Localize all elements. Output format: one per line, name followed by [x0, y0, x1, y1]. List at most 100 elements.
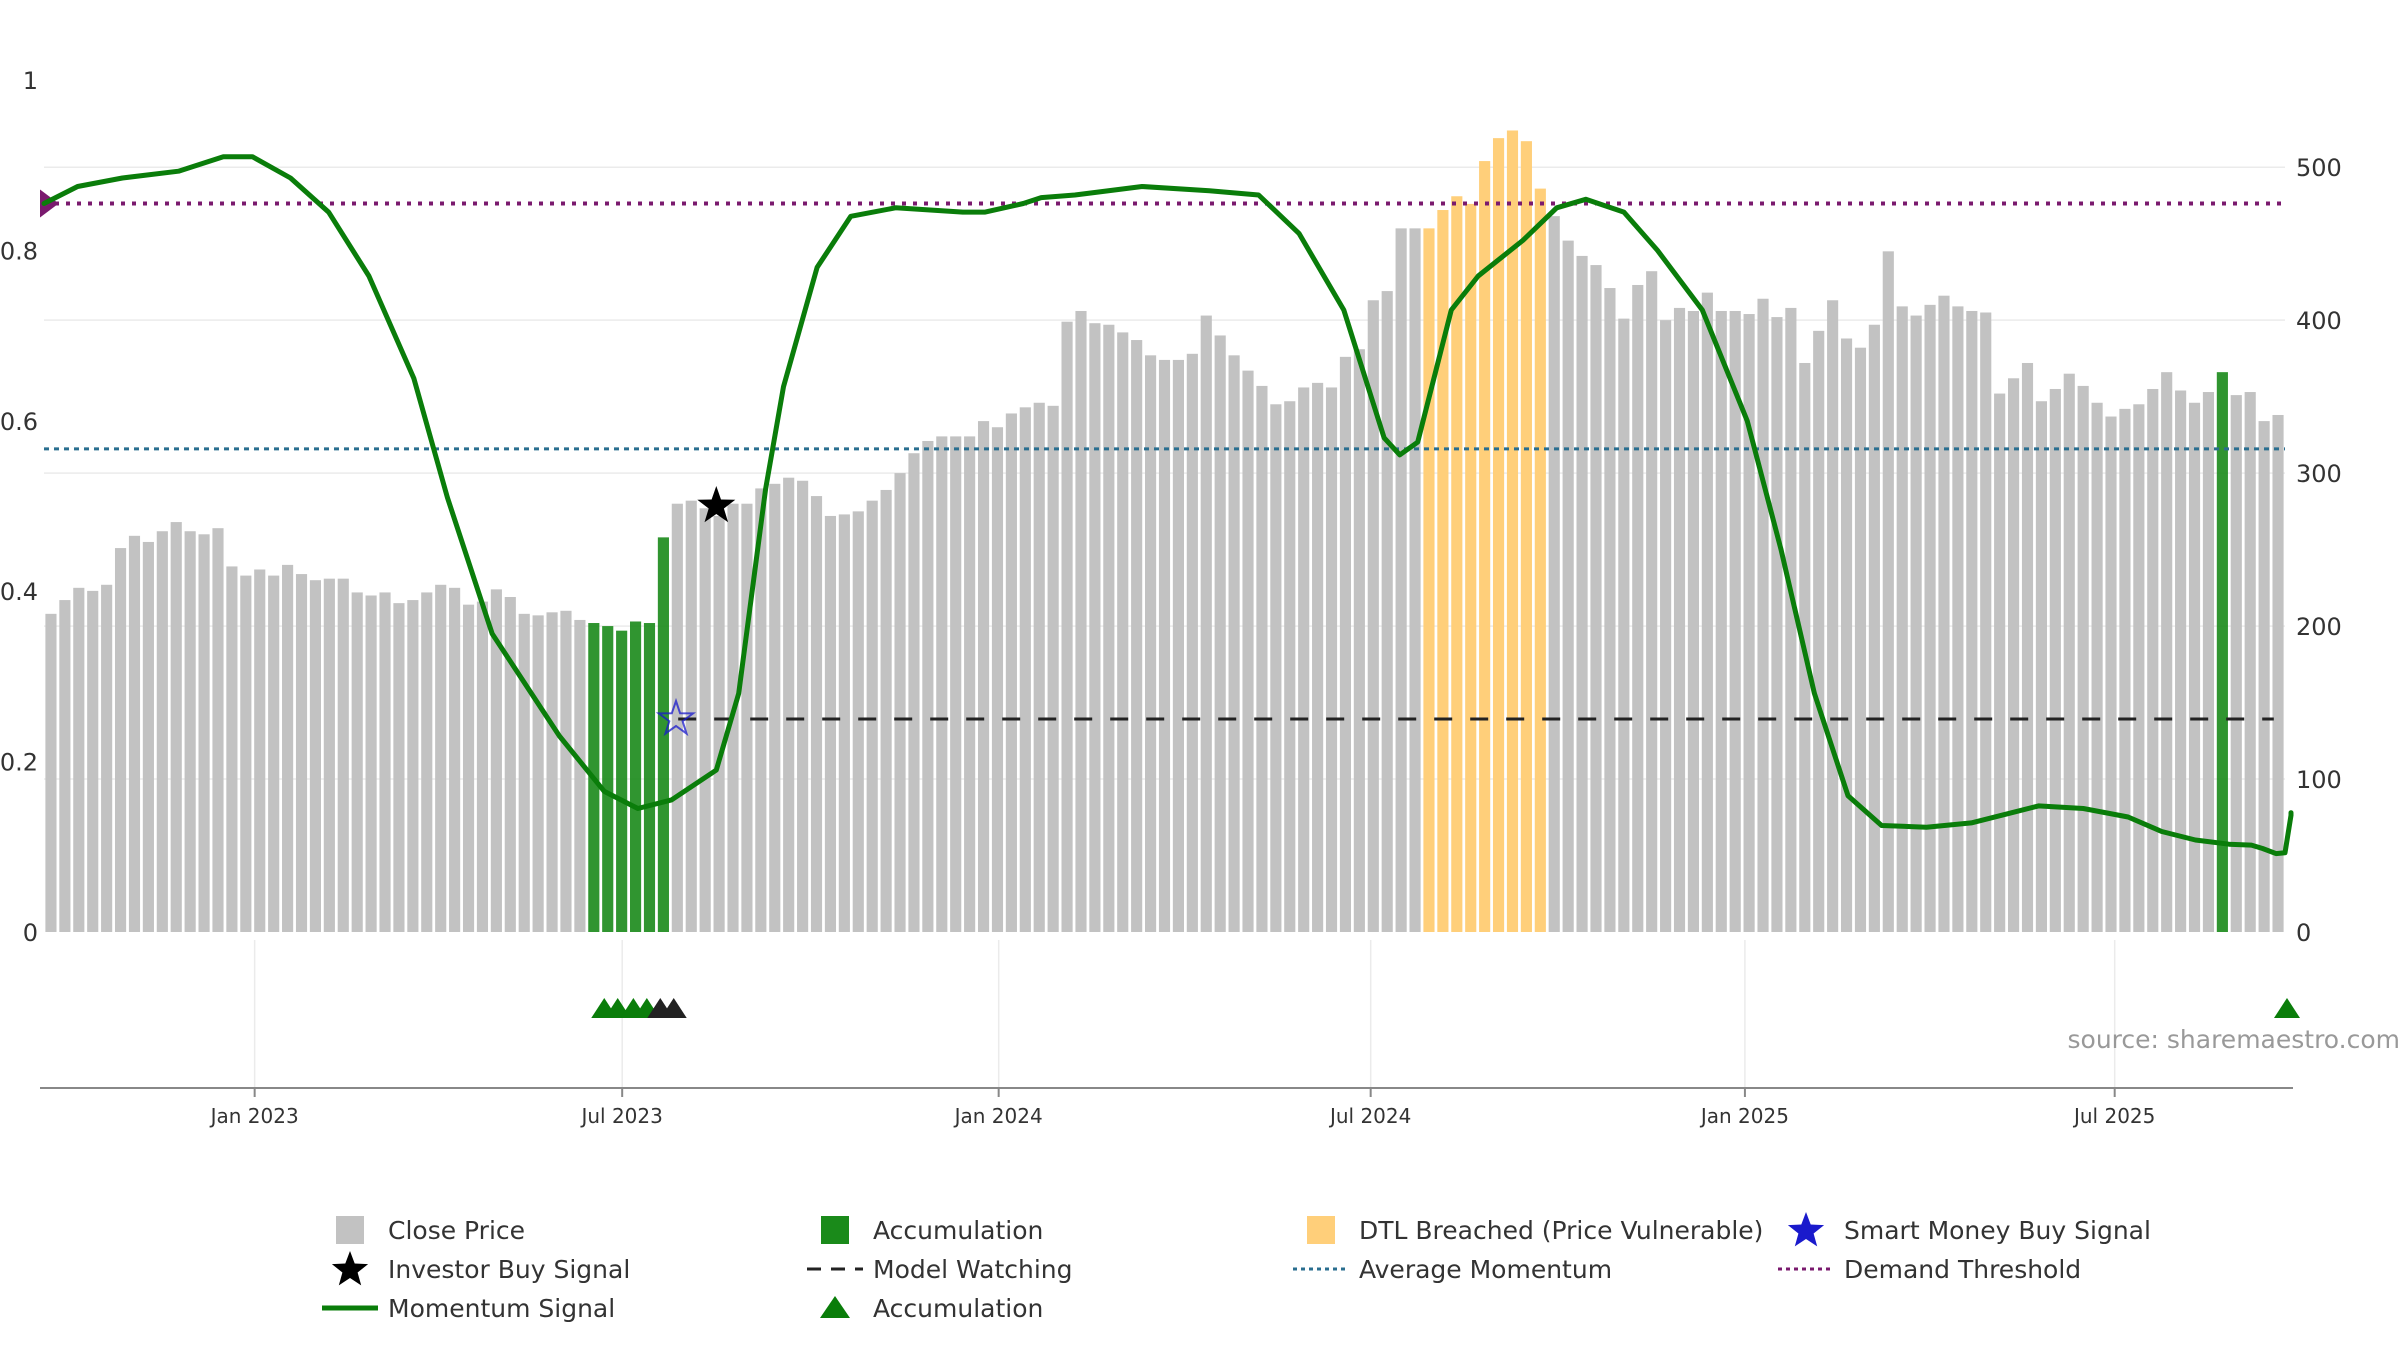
bar-close-price	[128, 535, 141, 932]
bar-dtl-breached	[1423, 228, 1435, 932]
legend-label: Accumulation	[873, 1293, 1044, 1323]
legend-label: Investor Buy Signal	[388, 1254, 631, 1284]
bar-close-price	[2133, 404, 2145, 932]
bar-close-price	[476, 601, 489, 932]
bar-close-price	[226, 566, 238, 932]
bar-close-price	[1186, 353, 1198, 932]
bar-close-price	[713, 515, 725, 932]
bar-close-price	[1715, 310, 1727, 933]
bar-close-price	[755, 488, 767, 932]
bar-close-price	[1924, 304, 1936, 933]
legend-symbol-dot	[1776, 1251, 1836, 1287]
chart-canvas: Jan 2023 Jul 2023 Jan 2024 Jul 2024 Jan 2025…	[0, 67, 2400, 1128]
bar-close-price	[2175, 390, 2187, 932]
bar-close-price	[351, 592, 363, 932]
bar-close-price	[1896, 306, 1908, 932]
legend-symbol-dot	[1291, 1251, 1351, 1287]
bar-close-price	[1075, 310, 1087, 933]
bar-close-price	[546, 612, 558, 932]
bar-close-price	[337, 578, 349, 932]
bar-close-price	[1576, 255, 1588, 932]
legend-item-investor-signal: Investor Buy Signal	[320, 1251, 630, 1287]
bar-close-price	[1854, 347, 1867, 932]
legend-item-dtl-breached: DTL Breached (Price Vulnerable)	[1291, 1212, 1763, 1248]
legend-label: Model Watching	[873, 1254, 1073, 1284]
legend-symbol-square	[320, 1212, 380, 1248]
bar-close-price	[1172, 359, 1184, 932]
bar-dtl-breached	[1520, 141, 1532, 932]
bar-close-price	[295, 574, 308, 932]
bar-close-price	[964, 436, 976, 932]
legend-symbol-triangle	[805, 1290, 865, 1326]
bar-close-price	[1395, 228, 1407, 932]
bar-close-price	[393, 603, 405, 932]
bar-close-price	[1047, 405, 1059, 932]
bar-close-price	[2008, 378, 2020, 932]
bar-close-price	[2188, 402, 2201, 932]
bar-close-price	[880, 489, 892, 932]
bar-close-price	[1145, 355, 1157, 933]
bar-close-price	[2202, 392, 2215, 932]
bar-dtl-breached	[1506, 130, 1519, 933]
bar-close-price	[2147, 388, 2159, 933]
bar-close-price	[184, 531, 196, 932]
legend-symbol-square	[1291, 1212, 1351, 1248]
bar-close-price	[922, 440, 934, 932]
left-tick-label: 0	[23, 919, 38, 947]
bar-close-price	[1548, 216, 1560, 932]
right-tick-label: 400	[2296, 307, 2342, 335]
legend-symbol-star	[1776, 1212, 1836, 1248]
price-bars	[45, 130, 2284, 933]
bar-close-price	[1353, 349, 1365, 933]
bar-close-price	[198, 534, 210, 932]
bar-close-price	[2035, 401, 2047, 933]
bar-close-price	[1994, 393, 2006, 932]
x-tick-label: Jul 2023	[579, 1104, 662, 1128]
bar-dtl-breached	[1465, 203, 1477, 932]
bar-accumulation	[616, 630, 628, 932]
bar-close-price	[462, 604, 475, 932]
bar-dtl-breached	[1437, 210, 1449, 932]
bar-close-price	[2272, 414, 2284, 932]
right-tick-label: 500	[2296, 154, 2342, 182]
bar-close-price	[59, 600, 71, 932]
bar-close-price	[407, 600, 419, 932]
bar-close-price	[1339, 356, 1352, 932]
bar-close-price	[156, 531, 168, 932]
legend-symbol-line	[320, 1290, 380, 1326]
bar-close-price	[810, 496, 823, 932]
bar-close-price	[1701, 292, 1713, 932]
bar-close-price	[2258, 421, 2270, 932]
bar-close-price	[212, 528, 224, 932]
legend-symbol-square	[805, 1212, 865, 1248]
legend-label: Demand Threshold	[1844, 1254, 2082, 1284]
bar-close-price	[936, 436, 948, 932]
bar-close-price	[2077, 385, 2089, 932]
legend-item-average-momentum: Average Momentum	[1291, 1251, 1612, 1287]
bar-close-price	[783, 477, 795, 932]
bar-close-price	[908, 453, 920, 932]
left-tick-label: 0.6	[0, 408, 38, 436]
bar-close-price	[824, 515, 837, 932]
bar-close-price	[87, 590, 99, 932]
bar-close-price	[254, 569, 266, 932]
watching-marker	[660, 998, 687, 1018]
bar-dtl-breached	[1479, 161, 1491, 932]
legend-label: Smart Money Buy Signal	[1844, 1215, 2151, 1245]
bar-close-price	[1005, 413, 1017, 933]
bar-close-price	[685, 500, 697, 932]
signal-markers	[591, 486, 2300, 1018]
bar-close-price	[1660, 320, 1672, 932]
bar-close-price	[1785, 307, 1797, 932]
bar-accumulation	[2216, 372, 2228, 932]
bar-close-price	[170, 522, 182, 932]
momentum-signal-series	[41, 154, 2294, 857]
accumulation-marker	[2274, 998, 2300, 1018]
momentum-signal-line	[41, 154, 2294, 857]
legend-item-accumulation: Accumulation	[805, 1212, 1043, 1248]
legend-label: Average Momentum	[1359, 1254, 1613, 1284]
x-tick-label: Jul 2024	[1328, 1104, 1411, 1128]
bar-close-price	[1743, 314, 1755, 932]
legend: Close Price Investor Buy Signal Momentum S…	[320, 1212, 2220, 1332]
bar-close-price	[1131, 340, 1143, 932]
